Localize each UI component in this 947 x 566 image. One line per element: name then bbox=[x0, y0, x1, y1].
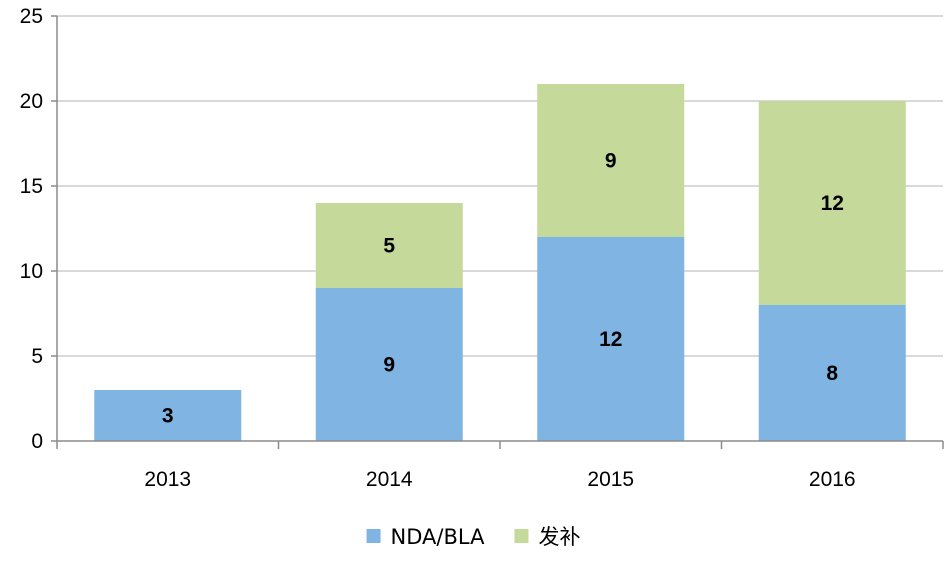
y-tick-label: 0 bbox=[31, 430, 43, 453]
bar-2016-series-1 bbox=[758, 101, 906, 305]
bar-2014-series-0 bbox=[315, 288, 463, 441]
bar-2014-series-1 bbox=[315, 203, 463, 288]
bar-2015-series-0 bbox=[537, 237, 685, 441]
y-tick-label: 20 bbox=[20, 90, 43, 113]
x-tick-label-2013: 2013 bbox=[144, 468, 191, 491]
x-tick-labels: 2013 2014 2015 2016 bbox=[144, 468, 855, 491]
bars bbox=[94, 84, 906, 441]
legend-swatch-series-0 bbox=[366, 529, 381, 543]
legend-label-series-1: 发补 bbox=[538, 525, 580, 549]
data-label-2014-series-1: 5 bbox=[383, 235, 395, 258]
data-label-2016-series-0: 8 bbox=[826, 362, 838, 385]
legend-swatch-series-1 bbox=[514, 529, 529, 543]
axes bbox=[51, 15, 944, 449]
data-label-2016-series-1: 12 bbox=[821, 192, 844, 215]
y-tick-label: 15 bbox=[20, 175, 43, 198]
x-tick-label-2014: 2014 bbox=[366, 468, 413, 491]
legend: NDA/BLA 发补 bbox=[366, 525, 580, 549]
y-tick-label: 25 bbox=[20, 5, 43, 28]
bar-2015-series-1 bbox=[537, 84, 685, 237]
data-labels: 3 9 5 12 9 8 12 bbox=[162, 150, 844, 428]
bar-2016-series-0 bbox=[758, 305, 906, 441]
y-tick-labels: 0 5 10 15 20 25 bbox=[20, 5, 43, 453]
data-label-2014-series-0: 9 bbox=[383, 354, 395, 377]
x-tick-label-2016: 2016 bbox=[809, 468, 856, 491]
data-label-2015-series-1: 9 bbox=[605, 150, 617, 173]
x-tick-label-2015: 2015 bbox=[587, 468, 634, 491]
legend-label-series-0: NDA/BLA bbox=[391, 525, 486, 549]
bar-2013-series-0 bbox=[94, 390, 242, 441]
y-tick-label: 5 bbox=[31, 345, 43, 368]
y-tick-label: 10 bbox=[20, 260, 43, 283]
data-label-2015-series-0: 12 bbox=[599, 328, 622, 351]
data-label-2013-series-0: 3 bbox=[162, 405, 174, 428]
